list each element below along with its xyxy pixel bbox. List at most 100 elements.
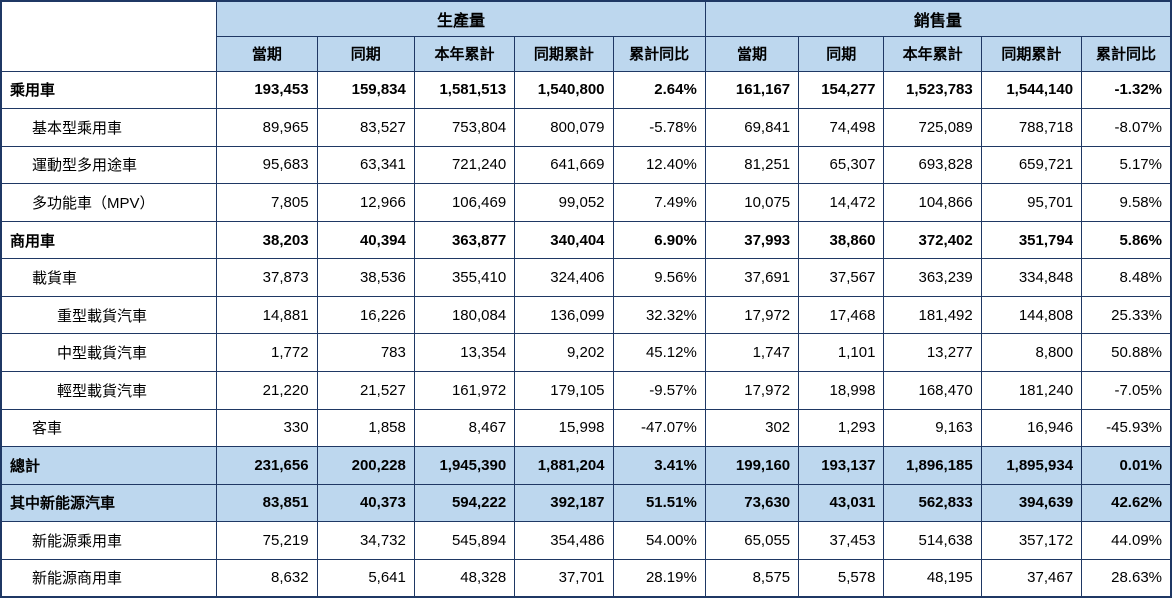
cell-value: 1,101 [798, 333, 885, 372]
cell-value: 63,341 [316, 145, 415, 185]
table-row: 中型載貨汽車 1,772 783 13,354 9,202 45.12% 1,747 1,10… [0, 333, 1172, 372]
cell-value: 99,052 [514, 183, 614, 222]
cell-value: 363,877 [413, 220, 516, 260]
row-label: 輕型載貨汽車 [0, 371, 218, 410]
cell-value: 721,240 [413, 145, 516, 185]
cell-value: 5.86% [1081, 220, 1172, 260]
cell-value: 28.19% [612, 558, 706, 598]
cell-value: 17,468 [798, 295, 885, 335]
cell-value: 95,701 [980, 183, 1083, 222]
cell-value: 8.48% [1081, 258, 1172, 297]
column-header-production-0: 當期 [216, 35, 318, 72]
cell-value: 363,239 [883, 258, 982, 297]
cell-value: 1,747 [704, 333, 800, 372]
cell-value: 788,718 [980, 108, 1083, 147]
cell-value: 1,858 [316, 408, 415, 448]
cell-value: -1.32% [1081, 70, 1172, 110]
cell-value: 14,881 [216, 295, 318, 335]
cell-value: 18,998 [798, 371, 885, 410]
cell-value: 95,683 [216, 145, 318, 185]
table-row: 基本型乘用車 89,965 83,527 753,804 800,079 -5.78% 69… [0, 108, 1172, 147]
table-row: 重型載貨汽車 14,881 16,226 180,084 136,099 32.32% 17… [0, 295, 1172, 335]
row-label: 重型載貨汽車 [0, 295, 218, 335]
cell-value: 38,860 [798, 220, 885, 260]
subheader-row: 當期 同期 本年累計 同期累計 累計同比 當期 同期 本年累計 同期累計 累計同比 [1, 35, 1172, 72]
cell-value: 12,966 [316, 183, 415, 222]
cell-value: 161,972 [413, 371, 516, 410]
group-header-sales: 銷售量 [704, 0, 1172, 37]
cell-value: 3.41% [612, 446, 706, 485]
cell-value: 1,544,140 [980, 70, 1083, 110]
table-header: 生產量 銷售量 當期 同期 本年累計 同期累計 累計同比 當期 同期 本年累計 同期累計 累計同比 [0, 0, 1172, 72]
cell-value: -5.78% [612, 108, 706, 147]
cell-value: 357,172 [980, 521, 1083, 560]
cell-value: 753,804 [413, 108, 516, 147]
table-row: 其中新能源汽車 83,851 40,373 594,222 392,187 51.51% 7… [0, 483, 1172, 523]
cell-value: 10,075 [704, 183, 800, 222]
cell-value: 181,240 [980, 371, 1083, 410]
column-header-sales-2: 本年累計 [883, 35, 982, 72]
cell-value: 6.90% [612, 220, 706, 260]
cell-value: 83,851 [216, 483, 318, 523]
cell-value: 104,866 [883, 183, 982, 222]
table-row: 新能源乘用車 75,219 34,732 545,894 354,486 54.00% 65… [0, 521, 1172, 560]
cell-value: 65,055 [704, 521, 800, 560]
column-header-production-2: 本年累計 [413, 35, 516, 72]
cell-value: 37,567 [798, 258, 885, 297]
cell-value: 1,945,390 [413, 446, 516, 485]
cell-value: 594,222 [413, 483, 516, 523]
cell-value: 392,187 [514, 483, 614, 523]
table-row: 運動型多用途車 95,683 63,341 721,240 641,669 12.40% 8… [0, 145, 1172, 185]
cell-value: 17,972 [704, 371, 800, 410]
cell-value: 37,701 [514, 558, 614, 598]
cell-value: 200,228 [316, 446, 415, 485]
cell-value: 12.40% [612, 145, 706, 185]
cell-value: 693,828 [883, 145, 982, 185]
cell-value: 5.17% [1081, 145, 1172, 185]
cell-value: 8,632 [216, 558, 318, 598]
cell-value: 28.63% [1081, 558, 1172, 598]
cell-value: 394,639 [980, 483, 1083, 523]
cell-value: 8,467 [413, 408, 516, 448]
cell-value: 73,630 [704, 483, 800, 523]
table-row: 商用車 38,203 40,394 363,877 340,404 6.90% 37,993… [0, 220, 1172, 260]
table-row: 輕型載貨汽車 21,220 21,527 161,972 179,105 -9.57% 17… [0, 371, 1172, 410]
cell-value: 37,453 [798, 521, 885, 560]
cell-value: 180,084 [413, 295, 516, 335]
cell-value: 330 [216, 408, 318, 448]
cell-value: 44.09% [1081, 521, 1172, 560]
cell-value: 32.32% [612, 295, 706, 335]
cell-value: 8,575 [704, 558, 800, 598]
cell-value: 17,972 [704, 295, 800, 335]
cell-value: 351,794 [980, 220, 1083, 260]
group-header-production: 生產量 [216, 0, 706, 37]
cell-value: 1,540,800 [514, 70, 614, 110]
row-label: 客車 [0, 408, 218, 448]
cell-value: 340,404 [514, 220, 614, 260]
cell-value: 43,031 [798, 483, 885, 523]
cell-value: 2.64% [612, 70, 706, 110]
cell-value: 159,834 [316, 70, 415, 110]
table-row: 總計 231,656 200,228 1,945,390 1,881,204 3.41% 1… [0, 446, 1172, 485]
cell-value: 9.58% [1081, 183, 1172, 222]
cell-value: 136,099 [514, 295, 614, 335]
cell-value: 0.01% [1081, 446, 1172, 485]
cell-value: 372,402 [883, 220, 982, 260]
cell-value: 179,105 [514, 371, 614, 410]
cell-value: 40,394 [316, 220, 415, 260]
cell-value: 21,527 [316, 371, 415, 410]
column-header-sales-1: 同期 [798, 35, 885, 72]
cell-value: 25.33% [1081, 295, 1172, 335]
cell-value: 154,277 [798, 70, 885, 110]
cell-value: 37,467 [980, 558, 1083, 598]
column-header-production-1: 同期 [316, 35, 415, 72]
cell-value: 231,656 [216, 446, 318, 485]
row-label: 多功能車（MPV） [0, 183, 218, 222]
row-label: 運動型多用途車 [0, 145, 218, 185]
cell-value: 34,732 [316, 521, 415, 560]
cell-value: 9.56% [612, 258, 706, 297]
cell-value: 54.00% [612, 521, 706, 560]
cell-value: 38,536 [316, 258, 415, 297]
table-row: 多功能車（MPV） 7,805 12,966 106,469 99,052 7.49% 10… [0, 183, 1172, 222]
